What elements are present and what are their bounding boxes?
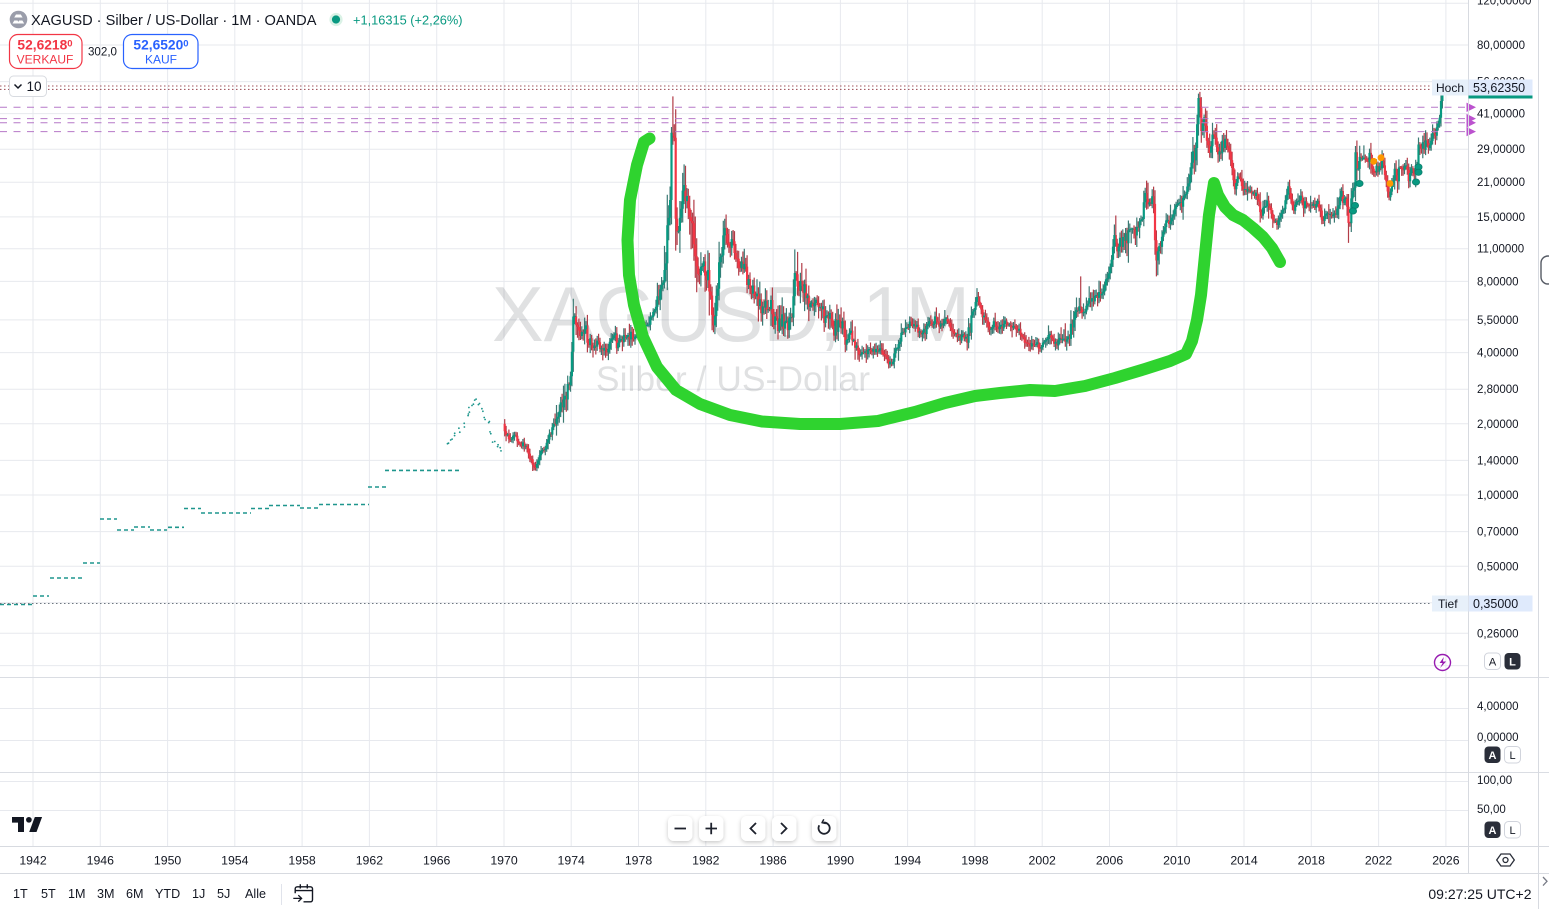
svg-text:KAUF: KAUF (145, 53, 177, 67)
svg-text:L: L (1509, 656, 1516, 668)
svg-text:5T: 5T (41, 887, 56, 901)
svg-text:3M: 3M (97, 887, 115, 901)
svg-text:100,00: 100,00 (1477, 775, 1512, 787)
svg-text:2022: 2022 (1365, 854, 1393, 868)
svg-text:1,40000: 1,40000 (1477, 456, 1519, 468)
svg-text:5,50000: 5,50000 (1477, 315, 1519, 327)
svg-text:1986: 1986 (759, 854, 787, 868)
svg-text:50,00: 50,00 (1477, 804, 1506, 816)
svg-text:0,00000: 0,00000 (1477, 732, 1519, 744)
svg-text:Alle: Alle (245, 887, 266, 901)
svg-text:1978: 1978 (625, 854, 653, 868)
svg-text:2026: 2026 (1432, 854, 1460, 868)
svg-text:2006: 2006 (1096, 854, 1124, 868)
svg-text:2014: 2014 (1230, 854, 1258, 868)
svg-text:2010: 2010 (1163, 854, 1191, 868)
svg-text:2,80000: 2,80000 (1477, 384, 1519, 396)
svg-text:1942: 1942 (19, 854, 47, 868)
svg-text:21,00000: 21,00000 (1477, 177, 1525, 189)
svg-text:+1,16315 (+2,26%): +1,16315 (+2,26%) (353, 13, 463, 28)
svg-text:4,00000: 4,00000 (1477, 348, 1519, 360)
svg-text:5J: 5J (217, 887, 230, 901)
svg-text:0,35000: 0,35000 (1473, 597, 1518, 611)
svg-text:120,00000: 120,00000 (1477, 0, 1531, 8)
svg-text:4,00000: 4,00000 (1477, 701, 1519, 713)
svg-text:1990: 1990 (827, 854, 855, 868)
svg-text:L: L (1509, 825, 1515, 837)
svg-text:6M: 6M (126, 887, 144, 901)
svg-text:1962: 1962 (356, 854, 384, 868)
svg-text:10: 10 (27, 79, 43, 94)
svg-text:1998: 1998 (961, 854, 989, 868)
svg-text:15,00000: 15,00000 (1477, 212, 1525, 224)
svg-text:11,00000: 11,00000 (1477, 244, 1524, 256)
svg-text:2,00000: 2,00000 (1477, 419, 1519, 431)
svg-text:0,50000: 0,50000 (1477, 561, 1519, 573)
svg-text:YTD: YTD (155, 887, 180, 901)
svg-text:1974: 1974 (558, 854, 586, 868)
svg-text:1970: 1970 (490, 854, 518, 868)
svg-text:0,26000: 0,26000 (1477, 629, 1519, 641)
svg-text:1946: 1946 (87, 854, 115, 868)
svg-text:1J: 1J (192, 887, 205, 901)
svg-text:1950: 1950 (154, 854, 182, 868)
svg-text:L: L (1509, 750, 1515, 762)
svg-text:1T: 1T (13, 887, 28, 901)
svg-text:1982: 1982 (692, 854, 720, 868)
svg-text:1M: 1M (68, 887, 86, 901)
svg-text:41,00000: 41,00000 (1477, 109, 1525, 121)
svg-text:2002: 2002 (1029, 854, 1057, 868)
svg-text:1954: 1954 (221, 854, 249, 868)
svg-text:XAGUSD · Silber / US-Dollar ·: XAGUSD · Silber / US-Dollar · 1M · OANDA (31, 13, 317, 29)
svg-text:A: A (1489, 825, 1497, 837)
svg-text:1958: 1958 (288, 854, 316, 868)
svg-text:Silber / US-Dollar: Silber / US-Dollar (596, 359, 870, 399)
svg-text:09:27:25 UTC+2: 09:27:25 UTC+2 (1428, 886, 1531, 902)
svg-text:A: A (1489, 656, 1497, 668)
svg-text:Hoch: Hoch (1436, 81, 1464, 95)
svg-text:VERKAUF: VERKAUF (17, 53, 74, 67)
svg-text:1,00000: 1,00000 (1477, 490, 1519, 502)
svg-text:A: A (1489, 750, 1497, 762)
svg-text:80,00000: 80,00000 (1477, 40, 1525, 52)
svg-text:29,00000: 29,00000 (1477, 144, 1525, 156)
svg-text:1994: 1994 (894, 854, 922, 868)
svg-text:Tief: Tief (1438, 597, 1458, 611)
svg-text:0,70000: 0,70000 (1477, 527, 1519, 539)
svg-text:52,62180: 52,62180 (17, 38, 72, 53)
svg-text:2018: 2018 (1298, 854, 1326, 868)
svg-text:52,65200: 52,65200 (133, 38, 188, 53)
svg-text:8,00000: 8,00000 (1477, 276, 1519, 288)
svg-text:53,62350: 53,62350 (1473, 81, 1525, 95)
svg-text:302,0: 302,0 (88, 46, 117, 59)
svg-text:1966: 1966 (423, 854, 451, 868)
